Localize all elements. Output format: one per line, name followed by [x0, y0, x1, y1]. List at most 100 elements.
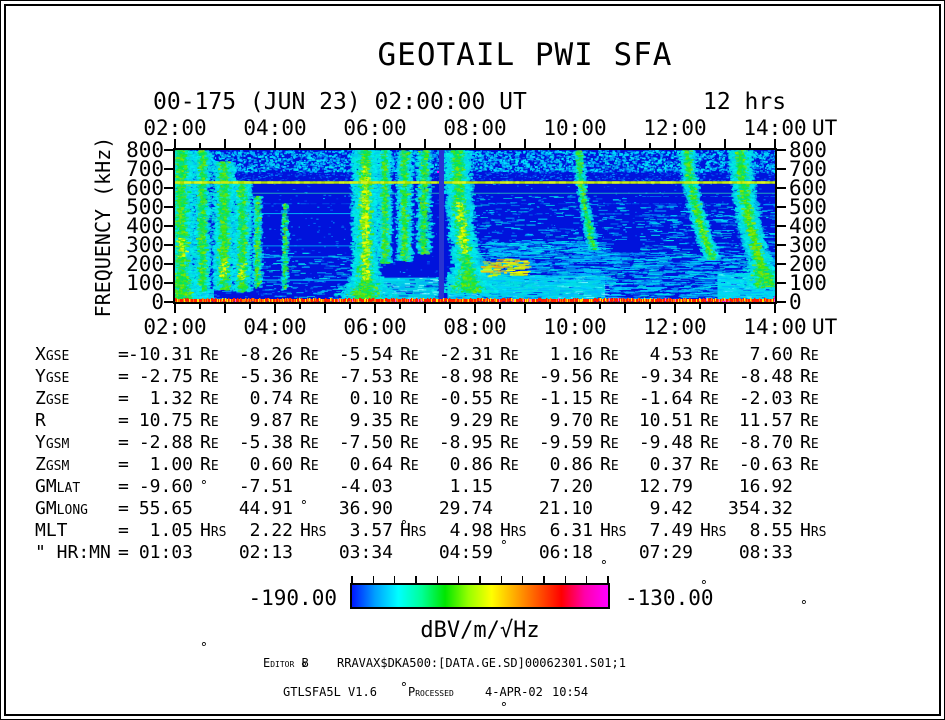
x-axis-tick-label-bottom: 06:00: [343, 315, 407, 339]
y-axis-tick-mark-right: [777, 206, 786, 208]
ephemeris-value: 6.31: [549, 520, 593, 541]
ephemeris-value: 9.42: [649, 498, 693, 519]
ephemeris-value: 9.70: [549, 410, 593, 431]
ephemeris-value: -8.70: [738, 432, 793, 453]
y-axis-tick-label-right: 800: [789, 138, 827, 162]
x-axis-tick-mark-top: [349, 143, 351, 148]
x-axis-tick-label-top: 02:00: [143, 116, 207, 140]
ephemeris-unit: °: [800, 599, 808, 614]
ephemeris-value: -2.31: [438, 344, 493, 365]
x-axis-tick-label-top: 08:00: [443, 116, 507, 140]
x-axis-tick-mark-bottom: [524, 304, 526, 313]
ephemeris-value: -4.03: [338, 476, 393, 497]
x-axis-tick-mark-bottom: [549, 304, 551, 309]
ephemeris-value: -5.36: [238, 366, 293, 387]
ephemeris-unit: Re: [700, 432, 719, 453]
ephemeris-value: 11.57: [738, 410, 793, 431]
colorbar-units-label: dBV/m/√Hz: [420, 618, 540, 643]
colorbar-tick-mark: [564, 576, 567, 583]
ephemeris-unit: Re: [300, 366, 319, 387]
colorbar: [350, 583, 610, 609]
ephemeris-unit: Re: [500, 344, 519, 365]
ephemeris-value: 7.20: [549, 476, 593, 497]
colorbar-tick-mark: [457, 576, 460, 583]
ephemeris-value: 1.32: [149, 388, 193, 409]
ephemeris-value: 08:33: [738, 542, 793, 563]
x-axis-tick-label-bottom: 04:00: [243, 315, 307, 339]
footer-processed-label: Processed: [408, 685, 454, 699]
y-axis-tick-label-left: 700: [126, 157, 164, 181]
ephemeris-value: 1.05: [149, 520, 193, 541]
ephemeris-value: 44.91: [238, 498, 293, 519]
ephemeris-value: 12.79: [638, 476, 693, 497]
ephemeris-unit: Re: [800, 388, 819, 409]
y-axis-tick-mark-right: [777, 149, 786, 151]
ephemeris-unit: Re: [700, 366, 719, 387]
x-axis-tick-mark-bottom: [424, 304, 426, 313]
ephemeris-value: 0.10: [349, 388, 393, 409]
equals-sign: =: [118, 542, 129, 563]
ephemeris-value: 36.90: [338, 498, 393, 519]
x-axis-tick-mark-top: [474, 139, 476, 148]
y-axis-tick-label-left: 600: [126, 176, 164, 200]
footer-processed-time: 10:54: [552, 685, 589, 699]
inner-border: [4, 4, 941, 716]
x-axis-tick-mark-top: [699, 143, 701, 148]
y-axis-tick-mark-left: [164, 301, 173, 303]
ephemeris-value: 29.74: [438, 498, 493, 519]
ephemeris-unit: °: [600, 559, 608, 574]
chart-subtitle: 00-175 (JUN 23) 02:00:00 UT: [153, 89, 527, 115]
ephemeris-unit: Re: [200, 366, 219, 387]
colorbar-tick-mark: [372, 576, 375, 583]
ephemeris-value: 06:18: [538, 542, 593, 563]
y-axis-tick-label-left: 500: [126, 195, 164, 219]
ephemeris-row-label: " HR:MN: [35, 542, 111, 563]
y-axis-tick-mark-right: [777, 282, 786, 284]
y-axis-tick-mark-left: [164, 263, 173, 265]
x-axis-tick-mark-bottom: [299, 304, 301, 309]
ephemeris-value: 1.15: [449, 476, 493, 497]
x-axis-tick-mark-top: [324, 139, 326, 148]
x-axis-tick-mark-top: [274, 139, 276, 148]
x-axis-tick-mark-bottom: [249, 304, 251, 309]
y-axis-tick-label-left: 0: [151, 290, 164, 314]
y-axis-tick-mark-left: [164, 206, 173, 208]
y-axis-tick-mark-right: [777, 263, 786, 265]
ephemeris-value: -1.64: [638, 388, 693, 409]
ephemeris-unit: °: [300, 499, 308, 514]
spectrogram-canvas: [175, 150, 775, 302]
ephemeris-value: -5.38: [238, 432, 293, 453]
colorbar-max-label: -130.00: [625, 586, 714, 610]
ephemeris-unit: °: [500, 539, 508, 554]
ephemeris-unit: Re: [400, 454, 419, 475]
x-axis-tick-label-top: 04:00: [243, 116, 307, 140]
ephemeris-unit: Re: [500, 388, 519, 409]
colorbar-tick-mark: [500, 576, 503, 583]
ephemeris-unit: Re: [400, 366, 419, 387]
ephemeris-value: -8.26: [238, 344, 293, 365]
ephemeris-value: 10.51: [638, 410, 693, 431]
footer-editor-label: Editor B: [263, 656, 309, 670]
chart-title: GEOTAIL PWI SFA: [377, 37, 673, 73]
ephemeris-unit: °: [300, 661, 308, 676]
y-axis-tick-label-right: 200: [789, 252, 827, 276]
ephemeris-value: -2.75: [138, 366, 193, 387]
ephemeris-unit: Re: [500, 366, 519, 387]
x-axis-tick-mark-bottom: [649, 304, 651, 309]
ephemeris-unit: Re: [200, 454, 219, 475]
y-axis-tick-label-left: 800: [126, 138, 164, 162]
equals-sign: =: [118, 366, 129, 387]
x-axis-tick-label-bottom: 08:00: [443, 315, 507, 339]
equals-sign: =: [118, 344, 129, 365]
ephemeris-value: 0.64: [349, 454, 393, 475]
ephemeris-unit: Re: [400, 344, 419, 365]
x-axis-tick-mark-top: [674, 139, 676, 148]
equals-sign: =: [118, 388, 129, 409]
x-axis-tick-mark-top: [249, 143, 251, 148]
y-axis-tick-mark-left: [164, 149, 173, 151]
ephemeris-value: 2.22: [249, 520, 293, 541]
ephemeris-unit: Re: [500, 410, 519, 431]
colorbar-tick-mark: [393, 576, 396, 583]
x-axis-tick-mark-bottom: [749, 304, 751, 309]
footer-data-file: RRAVAX$DKA500:[DATA.GE.SD]00062301.S01;1: [337, 656, 626, 670]
